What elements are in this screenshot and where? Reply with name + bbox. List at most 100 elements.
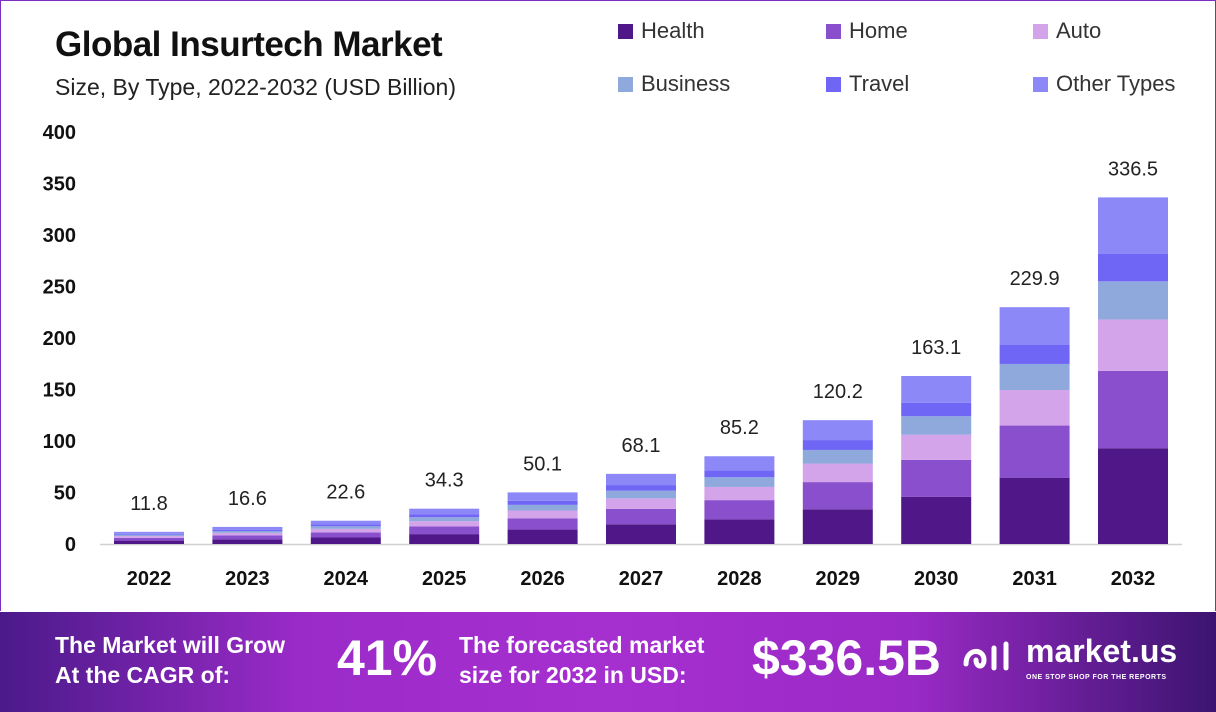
bar-segment-other-types-2024 xyxy=(310,520,381,525)
x-tick-label: 2022 xyxy=(127,568,172,590)
legend-item-health: Health xyxy=(618,18,705,44)
data-label-2027: 68.1 xyxy=(622,435,661,457)
brand-tagline: ONE STOP SHOP FOR THE REPORTS xyxy=(1026,674,1167,681)
bar-segment-other-types-2026 xyxy=(507,492,578,501)
legend-item-auto: Auto xyxy=(1033,18,1101,44)
bar-segment-home-2024 xyxy=(310,532,381,538)
bar-segment-home-2031 xyxy=(999,425,1070,478)
bar-segment-business-2027 xyxy=(606,490,676,499)
data-label-2030: 163.1 xyxy=(911,337,961,359)
bar-segment-auto-2027 xyxy=(606,498,676,509)
bar-segment-travel-2025 xyxy=(409,514,480,518)
bar-segment-business-2026 xyxy=(507,504,578,511)
y-tick-label: 350 xyxy=(43,174,76,196)
data-label-2029: 120.2 xyxy=(813,381,863,403)
bar-segment-auto-2025 xyxy=(409,521,480,527)
bar-segment-travel-2030 xyxy=(901,402,972,417)
legend-label: Health xyxy=(641,18,705,43)
bar-segment-auto-2032 xyxy=(1098,319,1168,371)
bar-segment-business-2030 xyxy=(901,416,972,435)
forecast-label-line2: size for 2032 in USD: xyxy=(459,662,687,688)
bar-segment-health-2023 xyxy=(212,539,283,544)
forecast-value: $336.5B xyxy=(752,630,942,686)
logo-icon xyxy=(963,641,1009,671)
bar-segment-other-types-2023 xyxy=(212,526,283,530)
legend-swatch xyxy=(1033,23,1048,39)
bar-segment-other-types-2025 xyxy=(409,508,480,515)
x-tick-label: 2032 xyxy=(1111,568,1156,590)
y-tick-label: 100 xyxy=(43,431,76,453)
bar-segment-business-2029 xyxy=(802,449,873,464)
bar-segment-travel-2028 xyxy=(704,470,775,478)
cagr-label-line2: At the CAGR of: xyxy=(55,662,231,688)
bar-segment-health-2031 xyxy=(999,477,1070,544)
legend-item-other-types: Other Types xyxy=(1033,71,1175,97)
bar-segment-business-2024 xyxy=(310,526,381,529)
bar-segment-health-2025 xyxy=(409,534,480,544)
legend-label: Business xyxy=(641,71,731,96)
brand-logo: market.us ONE STOP SHOP FOR THE REPORTS xyxy=(962,632,1177,682)
data-label-2025: 34.3 xyxy=(425,470,464,492)
bar-segment-home-2028 xyxy=(704,500,775,520)
bar-segment-business-2022 xyxy=(114,534,184,537)
x-tick-label: 2027 xyxy=(619,568,664,590)
legend-item-home: Home xyxy=(826,18,908,44)
y-tick-label: 200 xyxy=(43,328,76,350)
bar-segment-health-2029 xyxy=(802,509,873,544)
data-label-2024: 22.6 xyxy=(326,482,365,504)
y-tick-label: 300 xyxy=(43,225,76,247)
forecast-label: The forecasted market size for 2032 in U… xyxy=(459,630,704,690)
y-tick-label: 250 xyxy=(43,277,76,299)
bar-segment-travel-2022 xyxy=(114,533,184,535)
bar-segment-travel-2029 xyxy=(802,440,873,450)
data-label-2028: 85.2 xyxy=(720,417,759,439)
cagr-label: The Market will Grow At the CAGR of: xyxy=(55,630,285,690)
legend-label: Travel xyxy=(849,71,910,96)
data-label-2023: 16.6 xyxy=(228,488,267,510)
y-tick-label: 400 xyxy=(43,122,76,144)
bar-segment-home-2030 xyxy=(901,459,972,497)
bar-segment-health-2032 xyxy=(1098,448,1168,544)
bar-segment-other-types-2027 xyxy=(606,473,676,486)
bar-segment-travel-2032 xyxy=(1098,253,1168,282)
data-label-2026: 50.1 xyxy=(523,453,562,475)
x-tick-label: 2030 xyxy=(914,568,959,590)
legend-label: Auto xyxy=(1056,18,1102,43)
y-tick-label: 150 xyxy=(43,380,76,402)
y-tick-label: 50 xyxy=(54,483,76,505)
bar-segment-home-2026 xyxy=(507,518,578,530)
x-tick-label: 2023 xyxy=(225,568,270,590)
chart-title: Global Insurtech Market xyxy=(55,25,443,64)
footer-banner: The Market will Grow At the CAGR of: 41%… xyxy=(0,612,1216,712)
bar-segment-auto-2024 xyxy=(310,528,381,533)
bar-segment-other-types-2028 xyxy=(704,456,775,471)
bar-segment-other-types-2022 xyxy=(114,531,184,534)
bar-segment-home-2023 xyxy=(212,535,283,540)
bar-segment-other-types-2031 xyxy=(999,307,1070,346)
bar-segment-travel-2027 xyxy=(606,485,676,491)
brand-name: market.us xyxy=(1026,633,1178,669)
x-tick-label: 2025 xyxy=(422,568,467,590)
bar-segment-auto-2029 xyxy=(802,463,873,483)
legend: Health Home Auto Business Travel Other Types xyxy=(618,18,1208,108)
x-tick-label: 2029 xyxy=(816,568,861,590)
bar-segment-auto-2030 xyxy=(901,434,972,460)
legend-swatch xyxy=(826,76,841,92)
bar-segment-auto-2028 xyxy=(704,486,775,501)
bar-segment-business-2032 xyxy=(1098,281,1168,320)
bar-segment-travel-2031 xyxy=(999,345,1070,364)
bar-segment-travel-2024 xyxy=(310,524,381,527)
bar-segment-home-2027 xyxy=(606,508,676,525)
bar-segment-home-2022 xyxy=(114,537,184,541)
data-label-2031: 229.9 xyxy=(1010,268,1060,290)
bar-segment-travel-2023 xyxy=(212,529,283,532)
bar-segment-auto-2023 xyxy=(212,532,283,536)
bar-segment-other-types-2030 xyxy=(901,376,972,403)
legend-item-business: Business xyxy=(618,71,730,97)
x-tick-label: 2026 xyxy=(520,568,565,590)
bar-segment-health-2028 xyxy=(704,519,775,544)
legend-label: Home xyxy=(849,18,908,43)
legend-item-travel: Travel xyxy=(826,71,909,97)
legend-swatch xyxy=(1033,76,1048,92)
legend-swatch xyxy=(618,23,633,39)
